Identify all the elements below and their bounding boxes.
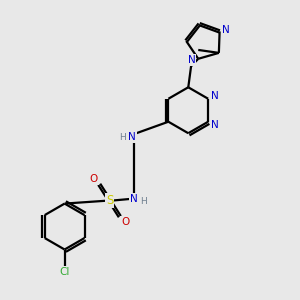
Text: Cl: Cl: [59, 268, 70, 278]
Text: N: N: [188, 55, 196, 65]
Text: O: O: [90, 174, 98, 184]
Text: N: N: [128, 132, 136, 142]
Text: O: O: [121, 217, 129, 227]
Text: N: N: [130, 194, 137, 204]
Text: S: S: [106, 194, 113, 207]
Text: N: N: [211, 120, 218, 130]
Text: H: H: [119, 133, 126, 142]
Text: H: H: [141, 197, 147, 206]
Text: N: N: [211, 91, 218, 101]
Text: N: N: [222, 25, 230, 35]
